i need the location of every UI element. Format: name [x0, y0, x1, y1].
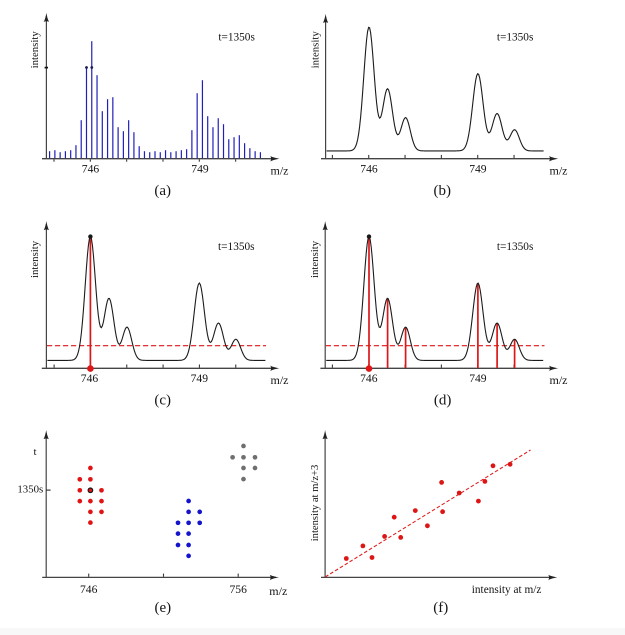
svg-text:m/z: m/z [550, 164, 568, 178]
svg-text:756: 756 [230, 583, 248, 596]
svg-text:intensity: intensity [29, 240, 41, 278]
svg-text:intensity at m/z: intensity at m/z [472, 584, 542, 596]
svg-text:749: 749 [191, 162, 209, 175]
svg-text:m/z: m/z [269, 584, 287, 598]
svg-text:(b): (b) [434, 183, 452, 199]
svg-text:intensity: intensity [310, 31, 322, 69]
svg-text:(a): (a) [154, 183, 171, 199]
svg-text:1350s: 1350s [17, 483, 43, 495]
svg-text:t: t [33, 446, 36, 458]
svg-text:intensity: intensity [29, 31, 41, 69]
svg-text:746: 746 [82, 162, 100, 175]
svg-text:746: 746 [360, 372, 378, 385]
svg-text:intensity at m/z+3: intensity at m/z+3 [310, 465, 321, 542]
svg-text:m/z: m/z [271, 164, 289, 178]
svg-text:(c): (c) [154, 392, 171, 408]
svg-text:746: 746 [80, 583, 98, 596]
svg-text:t=1350s: t=1350s [497, 31, 534, 43]
svg-text:(e): (e) [154, 600, 171, 616]
svg-text:(f): (f) [433, 600, 448, 616]
svg-text:t=1350s: t=1350s [218, 241, 255, 253]
svg-text:749: 749 [469, 372, 487, 385]
svg-text:intensity: intensity [309, 240, 321, 278]
svg-text:m/z: m/z [271, 373, 289, 387]
svg-text:749: 749 [469, 162, 487, 175]
svg-text:t=1350s: t=1350s [497, 241, 534, 253]
svg-text:749: 749 [191, 372, 209, 385]
svg-text:t=1350s: t=1350s [218, 31, 255, 43]
svg-text:746: 746 [81, 372, 99, 385]
svg-text:m/z: m/z [550, 373, 568, 387]
svg-text:746: 746 [360, 162, 378, 175]
svg-text:(d): (d) [434, 392, 452, 408]
